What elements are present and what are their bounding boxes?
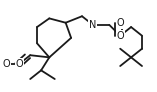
Text: O: O: [16, 59, 23, 69]
Text: O: O: [116, 18, 124, 28]
Text: O: O: [116, 31, 124, 41]
Text: O: O: [2, 59, 10, 69]
Text: N: N: [89, 20, 97, 30]
